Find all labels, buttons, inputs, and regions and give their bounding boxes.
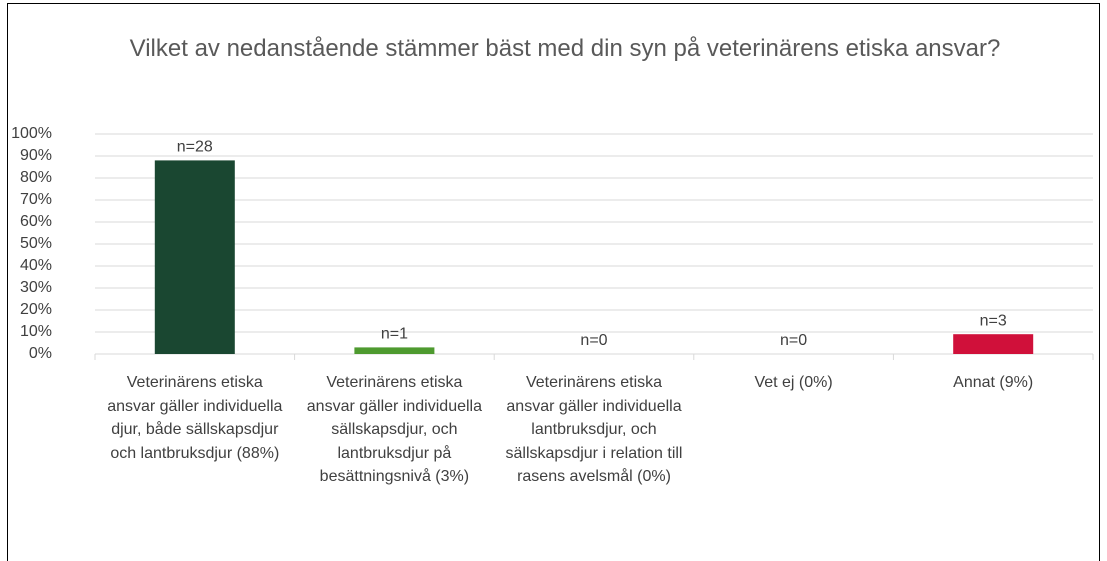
- x-tick-label: Annat (9%): [953, 374, 1034, 391]
- y-tick-label: 100%: [11, 125, 52, 142]
- y-tick-label: 30%: [20, 279, 52, 296]
- data-label: n=1: [381, 326, 408, 343]
- x-tick-label: Veterinärens etiska ansvar gäller indivi…: [107, 374, 283, 462]
- y-tick-label: 40%: [20, 257, 52, 274]
- x-label-box: Annat (9%): [953, 374, 1034, 391]
- chart-title: Vilket av nedanstående stämmer bäst med …: [129, 35, 1001, 62]
- x-tick-label: Veterinärens etiska ansvar gäller indivi…: [306, 374, 482, 485]
- data-label: n=0: [580, 332, 607, 349]
- data-label: n=28: [177, 139, 213, 156]
- x-label-box: Veterinärens etiska ansvar gäller indivi…: [306, 374, 482, 485]
- y-tick-label: 80%: [20, 169, 52, 186]
- data-label: n=0: [780, 332, 807, 349]
- y-tick-label: 10%: [20, 323, 52, 340]
- bar: [953, 334, 1034, 354]
- y-tick-label: 50%: [20, 235, 52, 252]
- x-label-box: Veterinärens etiska ansvar gäller indivi…: [505, 374, 683, 485]
- data-label: n=3: [980, 312, 1007, 329]
- x-label-box: Veterinärens etiska ansvar gäller indivi…: [107, 374, 283, 462]
- title-box: Vilket av nedanstående stämmer bäst med …: [129, 35, 1001, 62]
- y-tick-label: 0%: [29, 345, 52, 362]
- x-label-box: Vet ej (0%): [754, 374, 833, 391]
- x-tick-label: Vet ej (0%): [754, 374, 833, 391]
- y-tick-label: 90%: [20, 147, 52, 164]
- x-tick-label: Veterinärens etiska ansvar gäller indivi…: [505, 374, 683, 485]
- y-tick-label: 60%: [20, 213, 52, 230]
- y-tick-label: 70%: [20, 191, 52, 208]
- y-tick-label: 20%: [20, 301, 52, 318]
- bar: [354, 347, 435, 354]
- bar: [154, 160, 235, 354]
